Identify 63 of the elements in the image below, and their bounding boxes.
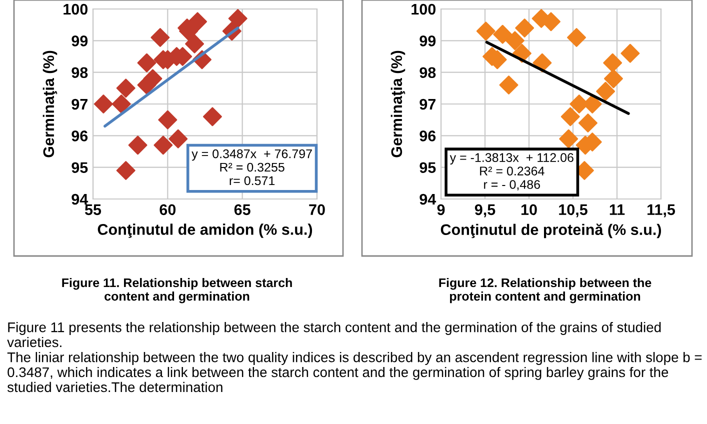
x-tick-label: 65 (234, 204, 250, 216)
point (128, 136, 148, 155)
point (596, 82, 616, 101)
caption: Figure 12. Relationship between the protein content and germination (439, 278, 652, 304)
x-axis-title: Conţinutul de proteină (% s.u.) (440, 224, 662, 238)
point (168, 129, 188, 148)
x-tick-label: 55 (84, 204, 102, 216)
point (150, 28, 170, 47)
point (137, 53, 156, 72)
annotation: y = -1.3813x + 112.06 R² = 0.2364 r = - 0,486 (450, 153, 574, 190)
point (143, 69, 162, 88)
y-tick-label: 100 (412, 4, 436, 15)
y-tick-label: 98 (420, 67, 436, 78)
point (116, 78, 136, 98)
point (603, 53, 622, 72)
y-tick-label: 95 (72, 162, 88, 174)
caption: Figure 11 presents the relationship between the starch content and the germination of the grains of studied varieties. (7, 322, 661, 348)
point (228, 9, 248, 28)
y-tick-label: 96 (420, 130, 436, 142)
point (505, 31, 524, 50)
text: The liniar relationship between the two quality indices is described by an ascendent regression line with slope b = 0.3487, which indicates a link between the starch content and the germination of spring barley grains for the studied varieties.The determination (7, 352, 702, 392)
y-tick-label: 94 (420, 194, 436, 205)
y-tick-label: 99 (72, 36, 88, 46)
y-tick-label: 100 (64, 4, 88, 15)
point (476, 22, 496, 41)
point (578, 114, 598, 132)
point (202, 107, 222, 126)
y-tick-label: 97 (72, 98, 88, 110)
y-tick-label: 95 (420, 162, 436, 174)
y-axis-title: Germinaţia (%) (390, 50, 406, 158)
x-axis-title: Conţinutul de amidon (% s.u.) (98, 224, 312, 238)
x-tick-label: 11 (610, 204, 625, 215)
x-tick-label: 11,5 (648, 204, 676, 218)
point (154, 136, 173, 155)
point (620, 44, 640, 63)
caption: Figure 11. Relationship between starch content and germination (62, 278, 292, 304)
x-tick-label: 9 (437, 204, 445, 216)
y-tick-label: 96 (72, 130, 88, 142)
point (515, 18, 534, 38)
y-tick-label: 97 (420, 98, 436, 110)
x-tick-label: 10,5 (559, 204, 588, 218)
point (94, 94, 113, 114)
annotation: y = 0.3487x + 76.797 R² = 0.3255 r= 0.571 (192, 149, 312, 186)
point (499, 76, 518, 94)
point (112, 94, 131, 114)
point (188, 12, 208, 32)
point (185, 34, 204, 54)
x-tick-label: 9,5 (474, 204, 496, 218)
y-tick-label: 98 (72, 67, 88, 78)
point (116, 161, 136, 180)
point (493, 24, 512, 44)
y-tick-label: 99 (420, 36, 436, 46)
x-tick-label: 10 (521, 204, 537, 216)
y-axis-title: Germinaţia (%) (42, 50, 58, 158)
y-tick-label: 94 (72, 194, 88, 205)
point (567, 28, 586, 47)
point (158, 110, 178, 130)
point (532, 53, 552, 72)
point (559, 129, 578, 148)
point (604, 69, 623, 88)
x-tick-label: 60 (160, 204, 176, 216)
x-tick-label: 70 (309, 204, 325, 216)
point (560, 107, 580, 126)
